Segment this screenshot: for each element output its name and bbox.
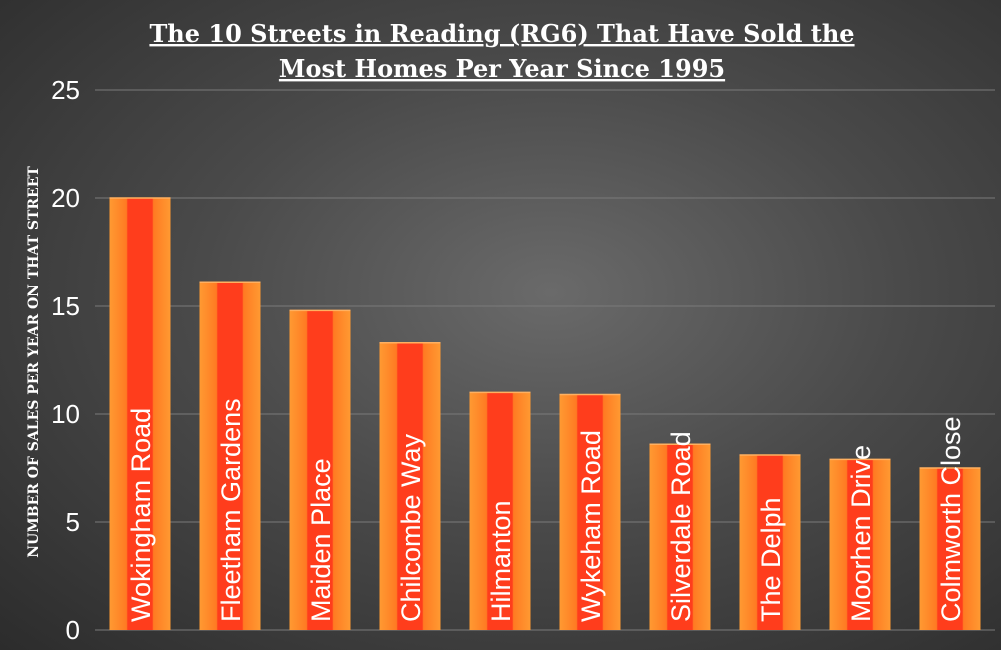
- bar: [649, 444, 711, 630]
- bar-category-label: Chilcombe Way: [396, 433, 426, 622]
- bar-category-label: Maiden Place: [306, 458, 336, 622]
- bar: [379, 342, 441, 630]
- bar: [919, 468, 981, 630]
- bar-group: Hilmanton: [469, 391, 531, 630]
- bar-group: Silverdale Road: [649, 431, 711, 630]
- bar-category-label: Fleetham Gardens: [216, 398, 246, 622]
- y-tick-label: 20: [51, 183, 80, 213]
- chart-title-line-1: The 10 Streets in Reading (RG6) That Hav…: [149, 19, 854, 48]
- bar-group: The Delph: [739, 454, 801, 630]
- bar-category-label: Colmworth Close: [936, 416, 966, 622]
- bars: Wokingham Road Fleetham Gardens Maiden Pla…: [109, 197, 981, 630]
- bar-category-label: The Delph: [756, 497, 786, 622]
- bar-group: Wykeham Road: [559, 393, 621, 630]
- bar-category-label: Wokingham Road: [126, 408, 156, 622]
- y-tick-label: 10: [51, 399, 80, 429]
- chart-title-line-2: Most Homes Per Year Since 1995: [279, 54, 725, 83]
- y-tick-label: 5: [66, 507, 80, 537]
- bar-group: Maiden Place: [289, 309, 351, 630]
- y-axis-label: NUMBER OF SALES PER YEAR ON THAT STREET: [26, 166, 42, 558]
- bar-category-label: Hilmanton: [486, 500, 516, 622]
- bar-group: Fleetham Gardens: [199, 281, 261, 630]
- y-axis-ticks: 0 5 10 15 20 25: [51, 75, 80, 645]
- bar-group: Chilcombe Way: [379, 341, 441, 630]
- bar: [199, 282, 261, 630]
- bar: [829, 459, 891, 630]
- bar-category-label: Moorhen Drive: [846, 445, 876, 622]
- y-tick-label: 15: [51, 291, 80, 321]
- bar-group: Colmworth Close: [919, 416, 981, 630]
- y-tick-label: 0: [66, 615, 80, 645]
- bar: [469, 392, 531, 630]
- bar: [109, 198, 171, 630]
- bar-category-label: Wykeham Road: [576, 430, 606, 622]
- bar-group: Wokingham Road: [109, 197, 171, 630]
- bar: [289, 310, 351, 630]
- bar: [739, 455, 801, 630]
- bar-group: Moorhen Drive: [829, 445, 891, 630]
- y-tick-label: 25: [51, 75, 80, 105]
- bar: [559, 394, 621, 630]
- bar-category-label: Silverdale Road: [666, 431, 696, 622]
